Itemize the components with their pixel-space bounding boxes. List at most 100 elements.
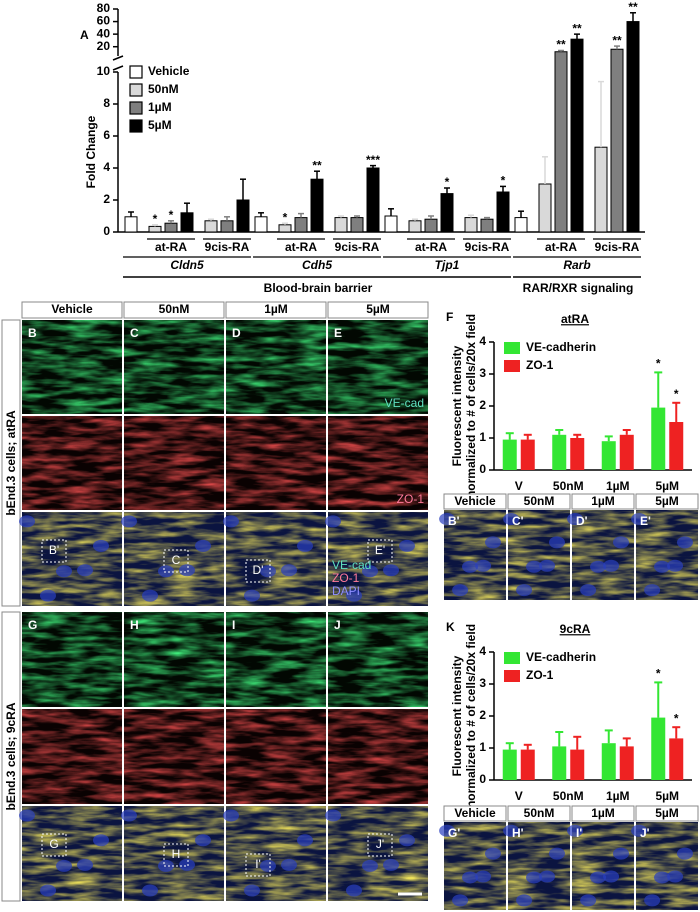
- inset-box: [367, 539, 393, 563]
- inset-box: [163, 549, 189, 573]
- inset-box-label: E': [375, 543, 385, 557]
- bar: [384, 215, 398, 233]
- micrograph-signal: [444, 822, 506, 910]
- inset-box-label: C: [172, 553, 181, 567]
- legend-label: 50nM: [148, 82, 179, 96]
- nucleus: [462, 871, 479, 884]
- bar: [520, 439, 535, 470]
- significance: **: [628, 0, 638, 14]
- bar: [554, 51, 568, 233]
- bar: [424, 218, 438, 233]
- micrograph-signal: [328, 612, 428, 707]
- gene-label: Rarb: [563, 258, 590, 272]
- treatment-label: 9cis-RA: [335, 240, 380, 254]
- nucleus: [40, 589, 56, 602]
- nucleus: [526, 871, 543, 884]
- y-tick-label: 4: [479, 644, 486, 658]
- nucleus: [223, 809, 239, 822]
- micrograph-signal: [328, 320, 428, 414]
- panel-letter: D: [232, 326, 241, 340]
- y-tick-label: 10: [97, 64, 111, 78]
- bar: [502, 439, 517, 470]
- micrograph-signal: [444, 510, 506, 600]
- nucleus: [179, 564, 195, 577]
- bar: [180, 212, 194, 233]
- treatment-label: at-RA: [155, 240, 187, 254]
- treatment-label: 9cis-RA: [595, 240, 640, 254]
- row-label-box: [1, 611, 21, 902]
- y-tick-label: 2: [479, 398, 486, 412]
- bar: [669, 422, 684, 470]
- nucleus: [439, 824, 456, 837]
- bar: [594, 146, 608, 233]
- nucleus: [179, 858, 195, 871]
- y-tick-label: 20: [97, 39, 111, 53]
- nucleus: [244, 589, 260, 602]
- inset-header: 5µM: [655, 806, 679, 820]
- micrograph-signal: [508, 510, 570, 600]
- nucleus: [77, 564, 93, 577]
- micrograph-signal: [328, 806, 428, 901]
- nucleus: [484, 536, 501, 549]
- nucleus: [548, 536, 565, 549]
- panel-letter: G: [28, 618, 37, 632]
- nucleus: [399, 539, 415, 552]
- bar: [552, 434, 567, 470]
- nucleus: [346, 589, 362, 602]
- legend-swatch: [504, 652, 520, 664]
- nucleus: [475, 870, 492, 883]
- bar: [570, 38, 584, 233]
- nucleus: [612, 536, 629, 549]
- bar: [502, 749, 517, 780]
- nucleus: [548, 847, 565, 860]
- legend-swatch: [504, 670, 520, 682]
- nucleus: [603, 870, 620, 883]
- micrograph-signal: [226, 806, 326, 901]
- column-header: 50nM: [159, 302, 190, 316]
- inset-header: 1µM: [591, 494, 615, 508]
- panel-letter: B: [28, 326, 37, 340]
- significance: *: [283, 210, 288, 224]
- y-tick-label: 8: [103, 96, 110, 110]
- inset-header-box: [571, 805, 635, 822]
- nucleus: [676, 536, 693, 549]
- nucleus: [244, 884, 260, 897]
- inset-header-box: [571, 493, 635, 510]
- legend-label: VE-cadherin: [526, 340, 596, 354]
- nucleus: [516, 584, 533, 597]
- nucleus: [281, 858, 297, 871]
- micrograph-signal: [328, 512, 428, 606]
- micrograph-signal: [124, 612, 224, 707]
- micrograph-signal: [572, 822, 634, 910]
- micrograph-signal: [22, 709, 122, 804]
- bar: [619, 746, 634, 780]
- legend-swatch: [504, 342, 520, 354]
- nucleus: [346, 884, 362, 897]
- significance: *: [674, 387, 679, 401]
- bar: [538, 183, 552, 233]
- inset-header-box: [507, 493, 571, 510]
- x-tick-label: 5µM: [655, 789, 679, 803]
- micrograph-signal: [226, 416, 326, 510]
- bar: [626, 21, 640, 233]
- inset-box: [41, 539, 67, 563]
- micrograph-signal: [124, 320, 224, 414]
- nucleus: [362, 859, 378, 872]
- legend-label: 1µM: [148, 100, 172, 114]
- row-label: bEnd.3 cells; 9cRA: [4, 702, 18, 810]
- overlay-label: ZO-1: [332, 571, 360, 585]
- y-axis-label: Fluorescent intensity: [450, 345, 464, 466]
- gene-label: Cdh5: [302, 258, 332, 272]
- micrograph-signal: [22, 416, 122, 510]
- nucleus: [40, 884, 56, 897]
- bar: [294, 217, 308, 233]
- bar: [220, 220, 234, 233]
- significance: *: [656, 357, 661, 371]
- nucleus: [223, 515, 239, 528]
- bar: [204, 220, 218, 233]
- nucleus: [281, 564, 297, 577]
- treatment-label: at-RA: [285, 240, 317, 254]
- micrograph-signal: [22, 512, 122, 606]
- significance: **: [312, 158, 322, 172]
- bar: [496, 191, 510, 233]
